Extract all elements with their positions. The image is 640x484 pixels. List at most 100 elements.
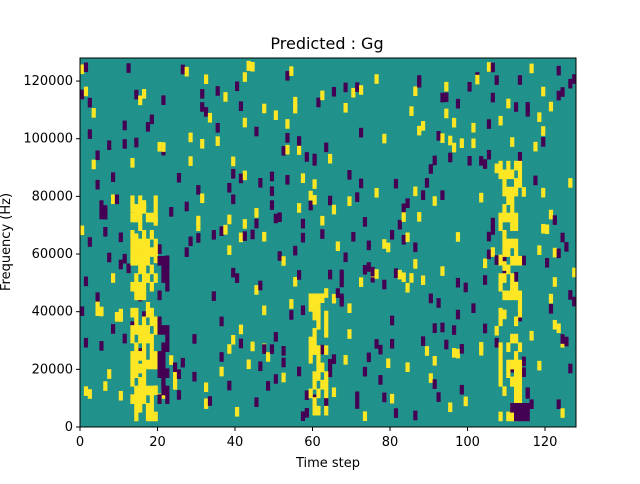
- heatmap-cell-high: [134, 307, 139, 318]
- heatmap-cell-high: [312, 336, 317, 347]
- heatmap-cell-low: [161, 368, 166, 378]
- heatmap-cell-high: [316, 405, 321, 416]
- heatmap-cell: [432, 323, 437, 333]
- heatmap-cell: [242, 72, 247, 82]
- heatmap-cell: [486, 62, 492, 72]
- heatmap-cell: [138, 363, 143, 374]
- heatmap-cell-low: [157, 316, 162, 327]
- heatmap-cell: [521, 367, 526, 377]
- heatmap-cell: [498, 115, 503, 126]
- heatmap-cell: [448, 135, 453, 146]
- heatmap-cell-high: [324, 328, 329, 338]
- heatmap-cell: [331, 354, 337, 364]
- heatmap-cell-high: [312, 345, 317, 355]
- heatmap-cell-high: [130, 255, 135, 266]
- heatmap-cell-high: [308, 302, 313, 312]
- heatmap-cell: [486, 249, 492, 260]
- heatmap-cell: [273, 213, 278, 224]
- heatmap-cell: [99, 200, 104, 210]
- heatmap-cell: [339, 277, 344, 288]
- heatmap-cell: [397, 219, 402, 230]
- heatmap-cell: [417, 77, 422, 88]
- heatmap-cell: [343, 82, 348, 93]
- x-tick-label: 80: [382, 435, 399, 450]
- heatmap-cell: [521, 187, 526, 197]
- heatmap-cell-high: [316, 371, 321, 381]
- heatmap-cell-high: [149, 402, 154, 413]
- heatmap-cell: [207, 396, 213, 406]
- heatmap-cells: [80, 58, 577, 427]
- heatmap-cell-high: [506, 186, 511, 197]
- heatmap-cell: [386, 242, 391, 253]
- heatmap-cell: [242, 219, 247, 229]
- heatmap-cell: [281, 256, 286, 266]
- heatmap-cell: [134, 137, 139, 148]
- heatmap-cell: [366, 262, 371, 272]
- heatmap-cell-low: [161, 273, 166, 283]
- heatmap-cell-high: [498, 281, 503, 292]
- heatmap-cell: [537, 360, 542, 371]
- heatmap-cell: [347, 303, 352, 314]
- heatmap-cell-low: [157, 325, 162, 335]
- heatmap-cell-low: [161, 325, 166, 335]
- heatmap-cell-high: [498, 377, 503, 387]
- heatmap-cell: [227, 245, 232, 255]
- heatmap-cell: [331, 86, 337, 97]
- heatmap-cell: [231, 334, 236, 345]
- heatmap-cell: [83, 337, 89, 348]
- heatmap-cell: [161, 95, 166, 105]
- heatmap-cell: [572, 74, 577, 84]
- heatmap-cell: [215, 123, 220, 133]
- heatmap-cell: [413, 186, 418, 197]
- heatmap-cell-low: [165, 333, 170, 344]
- heatmap-cell: [200, 193, 205, 204]
- heatmap-cell-high: [312, 328, 317, 338]
- heatmap-cell: [258, 178, 263, 188]
- heatmap-cell: [506, 98, 511, 109]
- heatmap-cell: [316, 97, 321, 108]
- heatmap-cell: [483, 275, 488, 285]
- heatmap-cell: [95, 150, 100, 161]
- heatmap-cell: [145, 301, 151, 312]
- heatmap-cell: [564, 336, 569, 347]
- heatmap-cell-low: [157, 351, 162, 361]
- heatmap-cell: [250, 61, 255, 72]
- heatmap-cell-high: [130, 351, 135, 361]
- heatmap-cell: [479, 345, 484, 356]
- heatmap-cell: [494, 325, 499, 336]
- heatmap-cell-low: [165, 273, 170, 283]
- heatmap-cell-low: [510, 402, 515, 413]
- heatmap-cell: [548, 293, 554, 304]
- heatmap-cell: [238, 173, 244, 184]
- heatmap-cell: [219, 366, 224, 377]
- heatmap-cell-high: [138, 281, 143, 292]
- heatmap-cell: [196, 185, 201, 195]
- heatmap-cell: [173, 380, 178, 390]
- heatmap-cell-high: [308, 345, 313, 355]
- heatmap-cell-high: [145, 333, 151, 344]
- heatmap-cell: [339, 293, 344, 304]
- heatmap-cell: [459, 344, 464, 354]
- heatmap-cell: [176, 172, 182, 183]
- heatmap-cell: [529, 330, 534, 341]
- heatmap-cell-high: [142, 394, 147, 404]
- heatmap-cell: [254, 285, 259, 295]
- heatmap-cell: [258, 280, 263, 291]
- heatmap-cell-high: [502, 273, 507, 283]
- heatmap-cell-high: [324, 310, 329, 321]
- heatmap-cell: [494, 163, 499, 174]
- heatmap-cell: [173, 373, 178, 383]
- heatmap-cell: [444, 339, 449, 350]
- heatmap-cell: [293, 245, 298, 256]
- heatmap-cell-high: [142, 230, 147, 240]
- heatmap-cell: [517, 75, 523, 85]
- heatmap-cell-high: [149, 333, 154, 344]
- heatmap-cell-high: [324, 371, 329, 381]
- heatmap-cell-high: [145, 359, 151, 370]
- heatmap-cell-high: [517, 160, 523, 171]
- heatmap-cell: [169, 355, 174, 365]
- heatmap-cell: [320, 344, 325, 355]
- heatmap-cell: [95, 292, 100, 303]
- heatmap-cell-high: [308, 353, 313, 364]
- heatmap-cell-high: [134, 316, 139, 327]
